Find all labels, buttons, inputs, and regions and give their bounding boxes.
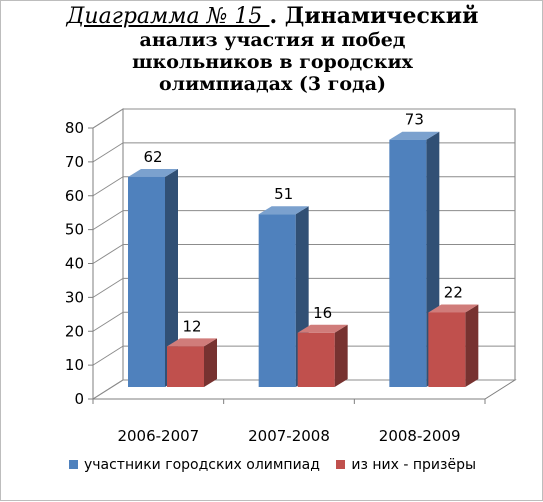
chart-title-line3: школьников в городских xyxy=(132,51,413,73)
chart-title-line2: анализ участия и побед xyxy=(139,29,406,51)
gridline-side-70 xyxy=(92,142,124,163)
y-tick-label-0: 0 xyxy=(74,390,84,408)
bar-1-1 xyxy=(297,332,335,387)
data-label-0-0: 62 xyxy=(143,148,162,166)
legend-label-participants: участники городских олимпиад xyxy=(83,457,320,473)
x-tick-label-2006-2007: 2006-2007 xyxy=(117,427,199,445)
bar-side-0-1 xyxy=(204,338,217,387)
bar-side-2-1 xyxy=(465,304,479,387)
gridline-side-80 xyxy=(92,108,124,129)
bar-top-1-0 xyxy=(258,206,309,215)
chart-title: Диаграмма № 15 . Динамический анализ уча… xyxy=(1,5,543,95)
chart-title-rest: . Динамический xyxy=(269,3,479,29)
legend-item-participants: участники городских олимпиад xyxy=(68,457,320,473)
chart-title-line4: олимпиадах (3 года) xyxy=(159,73,386,95)
bar-2-1 xyxy=(428,312,466,387)
x-tick-label-2008-2009: 2008-2009 xyxy=(379,427,461,445)
gridline-side-40 xyxy=(92,244,124,264)
data-label-0-1: 12 xyxy=(182,317,201,335)
gridline-side-60 xyxy=(92,176,124,197)
gridline-side-50 xyxy=(92,210,124,231)
bar-top-2-0 xyxy=(389,131,440,140)
bar-0-0 xyxy=(128,176,165,387)
y-tick-label-40: 40 xyxy=(65,255,84,273)
bar-0-1 xyxy=(167,346,204,387)
chart-title-prefix: Диаграмма № 15 xyxy=(66,4,270,29)
gridline-side-20 xyxy=(92,311,124,332)
x-tick-label-2007-2008: 2007-2008 xyxy=(248,427,330,445)
bar-2-0 xyxy=(389,139,427,387)
data-label-2-1: 22 xyxy=(444,283,463,301)
bar-top-0-1 xyxy=(167,338,217,347)
gridline-side-30 xyxy=(92,277,124,298)
legend-swatch-participants xyxy=(68,460,78,469)
y-tick-label-20: 20 xyxy=(65,322,84,340)
bar-1-0 xyxy=(258,214,296,387)
bar-top-2-1 xyxy=(428,304,479,313)
y-tick-label-50: 50 xyxy=(65,221,84,239)
legend-item-winners: из них - призёры xyxy=(336,457,476,473)
y-tick-label-30: 30 xyxy=(65,288,84,306)
legend-swatch-winners xyxy=(336,460,346,469)
legend-label-winners: из них - призёры xyxy=(351,457,477,473)
legend: участники городских олимпиад из них - пр… xyxy=(1,457,543,473)
bar-side-1-1 xyxy=(334,324,348,387)
bar-side-0-0 xyxy=(165,168,178,387)
y-tick-label-80: 80 xyxy=(65,119,84,137)
gridline-side-10 xyxy=(92,345,124,366)
gridline-side-0 xyxy=(92,379,124,400)
bar-top-1-1 xyxy=(297,324,348,333)
data-label-1-1: 16 xyxy=(313,304,332,322)
y-tick-label-70: 70 xyxy=(65,153,84,171)
y-tick-label-10: 10 xyxy=(65,356,84,374)
bar-top-0-0 xyxy=(128,168,178,177)
y-tick-label-60: 60 xyxy=(65,187,84,205)
data-label-1-0: 51 xyxy=(274,185,293,203)
data-label-2-0: 73 xyxy=(405,111,424,129)
